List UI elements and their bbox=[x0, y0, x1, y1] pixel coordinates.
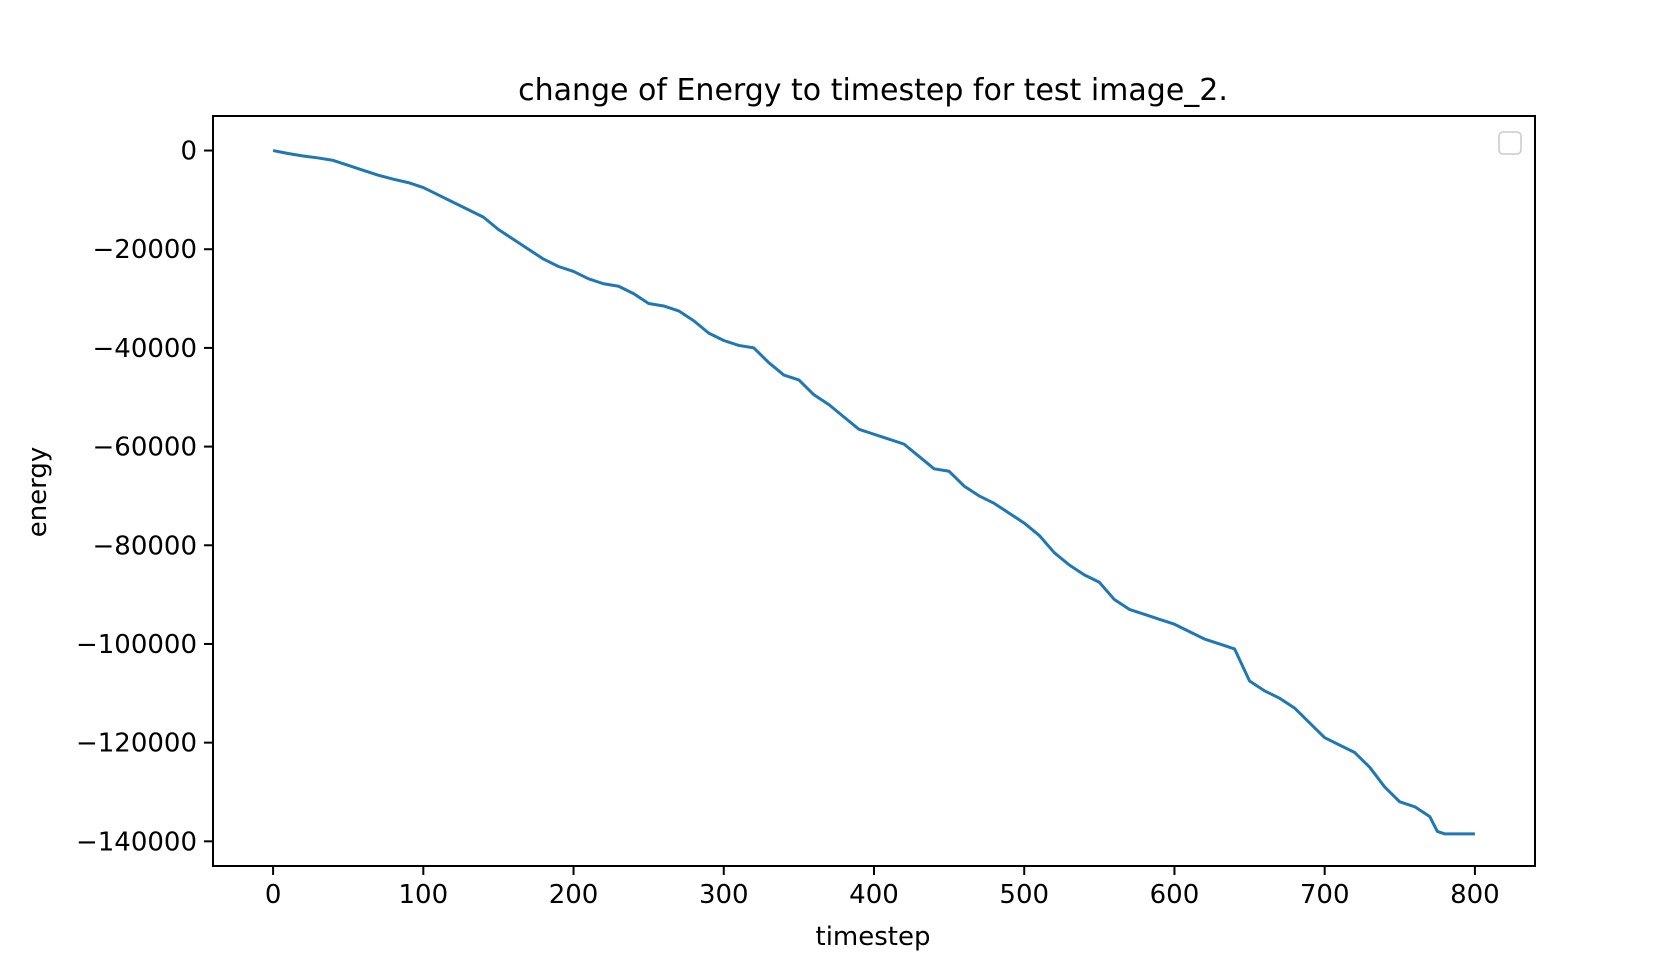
y-tick-label: −60000 bbox=[93, 433, 198, 463]
energy-series-line bbox=[272, 149, 1475, 836]
x-tick-label: 400 bbox=[849, 880, 899, 910]
y-tick-label: −80000 bbox=[93, 531, 198, 561]
x-tick-label: 500 bbox=[999, 880, 1049, 910]
x-tick-label: 0 bbox=[265, 880, 282, 910]
plot-area-frame bbox=[212, 115, 1536, 867]
x-tick-label: 700 bbox=[1300, 880, 1350, 910]
x-tick-label: 800 bbox=[1450, 880, 1500, 910]
chart-title: change of Energy to timestep for test im… bbox=[518, 73, 1228, 108]
x-tick-label: 200 bbox=[549, 880, 599, 910]
x-tick-label: 600 bbox=[1150, 880, 1200, 910]
y-axis-ticks: 0 −20000 −40000 −60000 −80000 −100000 −120000 −… bbox=[76, 137, 213, 857]
x-tick-label: 100 bbox=[398, 880, 448, 910]
legend-box bbox=[1498, 131, 1522, 155]
x-tick-label: 300 bbox=[699, 880, 749, 910]
x-axis-label: timestep bbox=[816, 922, 931, 952]
y-tick-label: −20000 bbox=[93, 235, 198, 265]
y-tick-label: −100000 bbox=[76, 630, 197, 660]
y-axis-label: energy bbox=[23, 447, 53, 538]
x-axis-ticks: 0 100 200 300 400 500 600 700 800 bbox=[265, 866, 1500, 910]
y-tick-label: −40000 bbox=[93, 334, 198, 364]
y-tick-label: −140000 bbox=[76, 827, 197, 857]
y-tick-label: 0 bbox=[180, 137, 197, 167]
y-tick-label: −120000 bbox=[76, 729, 197, 759]
